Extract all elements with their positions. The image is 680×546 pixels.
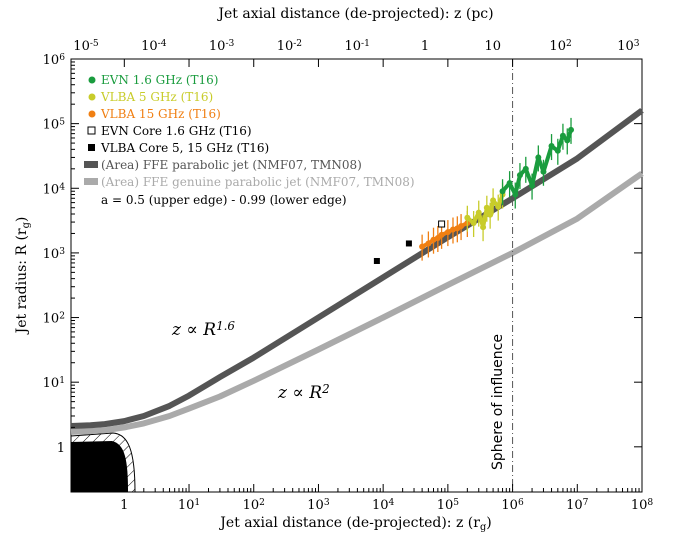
top-tick-label: 10-4 — [141, 39, 167, 54]
bottom-axis-title: Jet axial distance (de-projected): z (rg… — [218, 515, 491, 533]
legend-label: EVN Core 1.6 GHz (T16) — [101, 124, 252, 138]
top-tick-label: 102 — [549, 39, 571, 54]
x-tick-label: 105 — [437, 498, 460, 513]
legend-marker — [88, 144, 95, 151]
y-tick-label: 106 — [43, 53, 66, 68]
x-tick-label: 104 — [372, 498, 395, 513]
x-tick-label: 101 — [178, 498, 200, 513]
legend-label: VLBA 5 GHz (T16) — [100, 90, 213, 104]
x-tick-label: 103 — [307, 498, 330, 513]
top-tick-label: 10-3 — [209, 39, 235, 54]
black-horizon-region — [71, 441, 128, 492]
vlba-core-marker — [405, 240, 412, 247]
legend-marker — [88, 76, 96, 84]
data-trace-line — [501, 129, 573, 197]
legend-label: VLBA Core 5, 15 GHz (T16) — [100, 141, 269, 155]
x-tick-label: 108 — [631, 498, 654, 513]
x-tick-label: 107 — [566, 498, 589, 513]
top-tick-label: 10-2 — [277, 39, 302, 54]
legend-label: (Area) FFE parabolic jet (NMF07, TMN08) — [101, 158, 362, 172]
top-axis-title: Jet axial distance (de-projected): z (pc… — [216, 6, 493, 22]
top-tick-label: 10-1 — [344, 39, 369, 54]
top-tick-label: 10 — [485, 39, 502, 54]
data-points-layer — [373, 59, 575, 492]
legend-label: (Area) FFE genuine parabolic jet (NMF07,… — [101, 175, 415, 189]
y-tick-label: 104 — [43, 182, 66, 197]
legend-label: EVN 1.6 GHz (T16) — [101, 73, 218, 87]
y-tick-label: 105 — [43, 118, 66, 133]
vlba-core-marker — [373, 257, 380, 264]
legend-note: a = 0.5 (upper edge) - 0.99 (lower edge) — [101, 193, 347, 207]
x-tick-label: 1 — [120, 498, 128, 513]
plot-frame — [70, 58, 643, 493]
x-tick-label: 102 — [243, 498, 265, 513]
genuine-slope-annotation: z ∝ R2 — [277, 382, 330, 403]
y-axis-title: Jet radius: R (rg) — [14, 217, 32, 336]
genuine-parabolic-jet-band — [70, 170, 644, 435]
evn-core-marker — [438, 220, 446, 228]
top-tick-label: 1 — [421, 39, 429, 54]
x-tick-label: 106 — [501, 498, 524, 513]
legend-marker — [84, 161, 98, 168]
y-tick-label: 103 — [43, 247, 66, 262]
legend-marker — [88, 93, 96, 101]
parabolic-band-layer — [70, 107, 644, 493]
legend-label: VLBA 15 GHz (T16) — [100, 107, 221, 121]
legend: EVN 1.6 GHz (T16) VLBA 5 GHz (T16) VLBA 15… — [84, 73, 415, 207]
y-tick-label: 1 — [57, 441, 65, 456]
legend-marker — [87, 126, 96, 135]
top-tick-label: 103 — [617, 39, 640, 54]
para-slope-annotation: z ∝ R1.6 — [171, 319, 235, 340]
sphere-of-influence-label: Sphere of influence — [490, 334, 506, 470]
data-trace-line — [466, 193, 505, 230]
y-tick-label: 101 — [43, 376, 65, 391]
legend-marker — [88, 110, 96, 118]
data-trace-line — [421, 221, 469, 249]
top-tick-label: 10-5 — [73, 39, 99, 54]
y-tick-label: 102 — [43, 312, 65, 327]
legend-marker — [84, 178, 98, 185]
